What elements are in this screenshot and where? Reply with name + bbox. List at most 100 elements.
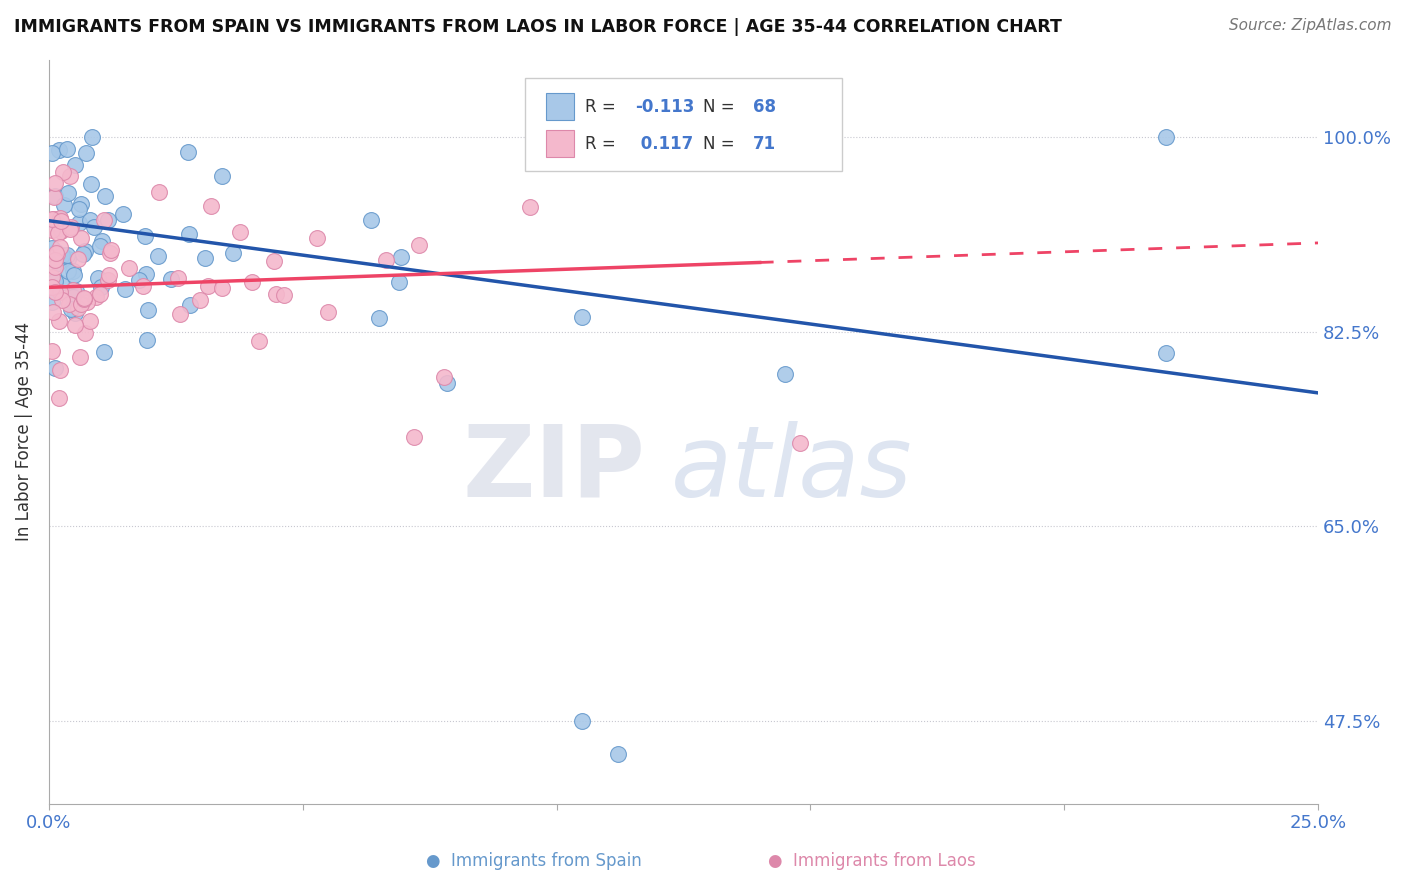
Point (90, 279, 112, 293)
Point (41, 145, 63, 160)
Point (138, 302, 160, 317)
Point (1154, 130, 1177, 145)
Point (51, 248, 73, 262)
Point (571, 714, 593, 728)
Point (41, 280, 63, 294)
Bar (547, 130, 575, 157)
Point (98, 268, 121, 282)
Point (67, 301, 90, 315)
Point (211, 169, 233, 183)
Point (69, 350, 91, 364)
Point (72, 247, 94, 261)
Text: N =: N = (703, 135, 740, 153)
Point (389, 250, 412, 264)
Point (97, 273, 120, 287)
Point (98, 245, 121, 260)
Point (132, 279, 155, 293)
Point (59, 169, 82, 183)
Point (45, 247, 67, 261)
Point (44, 274, 66, 288)
Point (91, 234, 114, 248)
Point (263, 253, 285, 268)
Point (51, 224, 73, 238)
Point (44, 260, 66, 274)
Point (62, 290, 84, 304)
Point (200, 199, 222, 213)
Point (55, 247, 77, 261)
Point (48, 220, 70, 235)
Point (118, 261, 141, 276)
Point (46, 256, 69, 270)
Point (41, 295, 63, 310)
Point (41, 241, 63, 255)
Point (169, 307, 191, 321)
Point (62, 263, 84, 277)
Point (65, 159, 87, 173)
Point (404, 430, 426, 444)
Point (73, 292, 96, 306)
Point (93, 213, 115, 227)
Point (42, 305, 65, 319)
Point (41, 223, 63, 237)
Point (42, 190, 65, 204)
Point (65, 285, 87, 299)
Point (436, 376, 458, 390)
Point (67, 215, 90, 229)
Point (307, 231, 329, 245)
Point (188, 293, 211, 308)
Point (148, 186, 170, 200)
Point (247, 334, 270, 348)
Point (79, 213, 101, 227)
Point (167, 271, 190, 285)
Point (197, 279, 219, 293)
Text: atlas: atlas (671, 420, 912, 517)
Text: N =: N = (703, 98, 740, 116)
Point (211, 281, 233, 295)
Point (79, 313, 101, 327)
Point (134, 229, 156, 244)
Point (179, 227, 201, 242)
Point (73, 244, 96, 258)
Point (84, 290, 107, 304)
Point (1154, 345, 1177, 359)
Point (70, 231, 93, 245)
Point (159, 271, 181, 285)
Text: Source: ZipAtlas.com: Source: ZipAtlas.com (1229, 18, 1392, 33)
Point (44, 211, 66, 226)
Text: ZIP: ZIP (463, 420, 645, 517)
Point (58, 297, 80, 311)
Point (75, 146, 97, 161)
Point (360, 213, 382, 227)
Point (111, 206, 134, 220)
Point (773, 367, 796, 381)
Text: -0.113: -0.113 (636, 98, 695, 116)
Text: R =: R = (585, 98, 620, 116)
Point (76, 295, 98, 310)
Point (48, 363, 70, 377)
Point (93, 344, 115, 359)
Point (135, 333, 157, 347)
Point (63, 318, 86, 332)
Text: 71: 71 (754, 135, 776, 153)
Point (368, 310, 391, 325)
Point (59, 301, 82, 316)
Point (67, 202, 90, 216)
Point (56, 186, 79, 200)
Text: R =: R = (585, 135, 620, 153)
Point (94, 189, 117, 203)
Point (59, 221, 82, 235)
Point (97, 212, 120, 227)
Point (70, 297, 93, 311)
Point (146, 248, 169, 262)
Point (62, 284, 84, 298)
Point (44, 285, 66, 299)
Point (114, 282, 136, 296)
Point (56, 264, 79, 278)
Point (240, 276, 263, 290)
Point (87, 271, 110, 285)
Point (388, 275, 411, 289)
Point (51, 276, 73, 290)
Bar (547, 93, 575, 120)
Point (82, 130, 104, 145)
Point (49, 211, 72, 226)
